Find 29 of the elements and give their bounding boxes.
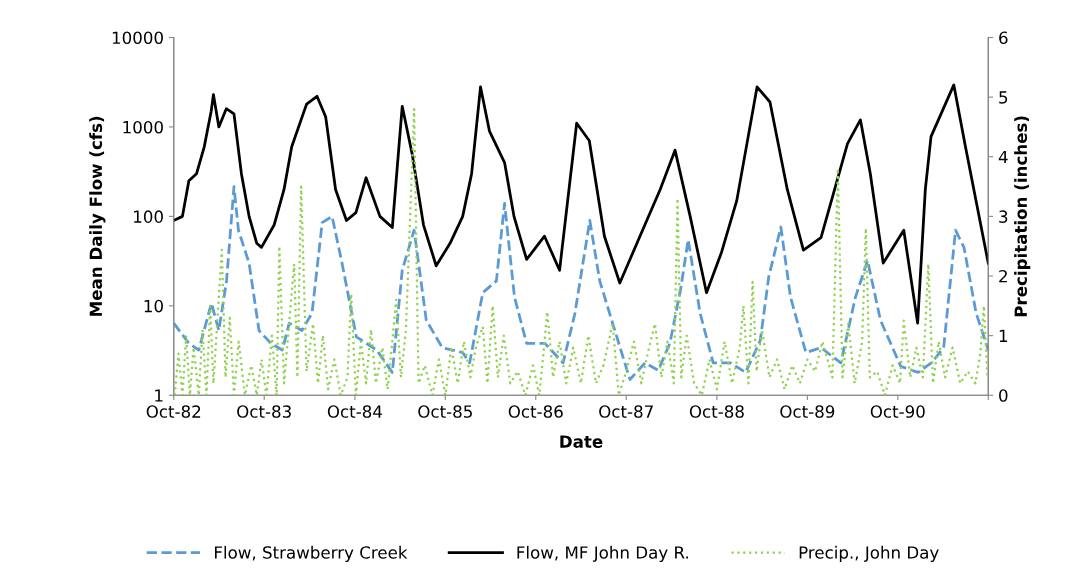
y2-tick-label: 3 xyxy=(999,210,1008,223)
y2-tick-label: 0 xyxy=(999,389,1008,402)
x-tick-label: Oct-89 xyxy=(780,405,835,418)
legend-label: Precip., John Day xyxy=(799,545,939,562)
y-axis-title: Mean Daily Flow (cfs) xyxy=(89,116,106,316)
x-tick-label: Oct-86 xyxy=(508,405,563,418)
x-tick-label: Oct-87 xyxy=(599,405,653,418)
line-series xyxy=(173,83,989,325)
x-tick-label: Oct-83 xyxy=(237,405,291,418)
y2-tick-label: 1 xyxy=(999,329,1008,342)
x-tick-label: Oct-90 xyxy=(870,405,925,418)
legend-label: Flow, MF John Day R. xyxy=(517,545,688,562)
y2-tick-label: 4 xyxy=(998,150,1008,164)
y2-tick-label: 2 xyxy=(999,269,1007,283)
legend-label: Flow, Strawberry Creek xyxy=(215,545,408,562)
x-tick-label: Oct-82 xyxy=(146,405,201,418)
x-axis-title: Date xyxy=(560,435,603,448)
x-tick-label: Oct-85 xyxy=(418,405,472,418)
y2-tick-label: 6 xyxy=(999,31,1008,45)
y-tick-label: 100 xyxy=(134,210,163,223)
y-tick-label: 1 xyxy=(155,389,163,402)
line-series xyxy=(173,185,989,381)
y-tick-label: 1000 xyxy=(123,120,163,134)
x-tick-label: Oct-88 xyxy=(689,405,744,418)
y-tick-label: 10 xyxy=(144,299,163,313)
y2-tick-label: 5 xyxy=(999,91,1008,104)
x-tick-label: Oct-84 xyxy=(327,405,382,418)
y2-axis-title: Precipitation (inches) xyxy=(1014,116,1031,317)
y-tick-label: 10000 xyxy=(112,31,163,45)
